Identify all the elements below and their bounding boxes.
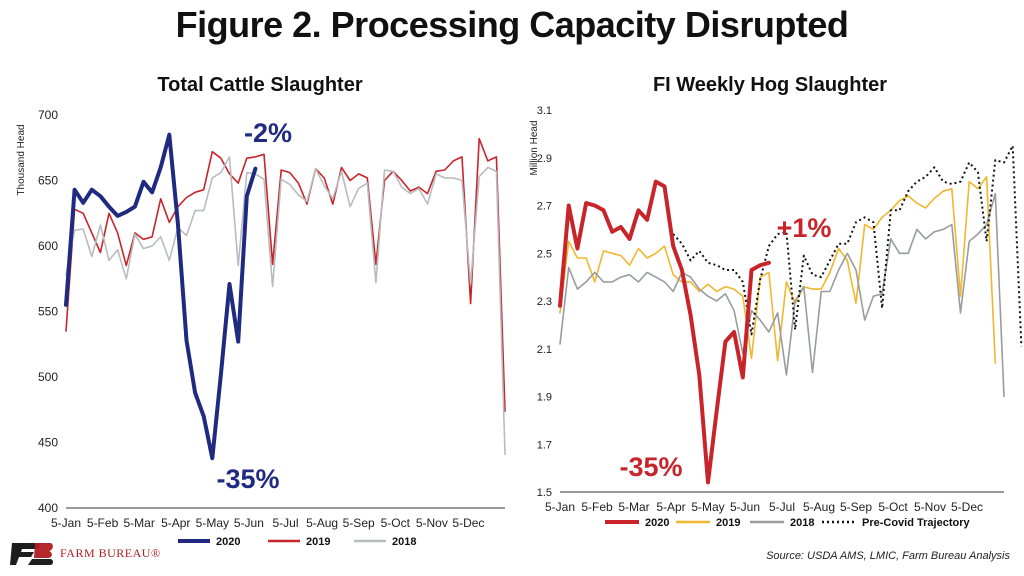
cattle-y-tick-label: 550 [38, 305, 58, 319]
source-note: Source: USDA AMS, LMIC, Farm Bureau Anal… [766, 550, 1010, 562]
hog-y-tick-label: 1.7 [537, 439, 552, 451]
farm-bureau-logo: FARM BUREAU® [10, 538, 161, 568]
cattle-x-tick-label: 5-May [196, 516, 229, 530]
cattle-annotation: -2% [244, 118, 292, 148]
cattle-x-tick-label: 5-Nov [416, 516, 448, 530]
hog-legend-label: 2018 [790, 517, 814, 529]
hog-y-tick-label: 3.1 [537, 105, 552, 117]
hog-x-tick-label: 5-Feb [581, 500, 613, 514]
cattle-series-line-2018 [65, 156, 506, 456]
hog-x-tick-label: 5-Mar [618, 500, 649, 514]
hog-x-tick-label: 5-Apr [656, 500, 685, 514]
hog-y-axis-label: Million Head [529, 120, 540, 175]
farm-bureau-logo-text: FARM BUREAU® [60, 545, 161, 560]
hog-x-tick-label: 5-Sep [840, 500, 872, 514]
cattle-y-tick-label: 500 [38, 370, 58, 384]
cattle-legend-label: 2018 [392, 536, 416, 548]
cattle-series-line-2020 [64, 132, 258, 461]
page-title: Figure 2. Processing Capacity Disrupted [175, 4, 849, 45]
cattle-x-tick-label: 5-Dec [452, 516, 484, 530]
hog-chart-title: FI Weekly Hog Slaughter [652, 74, 888, 96]
hog-x-tick-label: 5-Nov [914, 500, 946, 514]
cattle-y-tick-label: 650 [38, 174, 58, 188]
hog-annotation: +1% [777, 213, 832, 243]
cattle-legend-label: 2019 [306, 536, 330, 548]
hog-legend-label: Pre-Covid Trajectory [862, 517, 970, 529]
cattle-x-tick-label: 5-Apr [161, 516, 190, 530]
hog-x-tick-label: 5-Dec [951, 500, 983, 514]
cattle-x-tick-label: 5-Jul [272, 516, 298, 530]
hog-y-tick-label: 2.5 [537, 248, 552, 260]
cattle-y-tick-label: 700 [38, 108, 58, 122]
hog-y-tick-label: 2.3 [537, 296, 552, 308]
hog-y-tick-label: 2.1 [537, 344, 552, 356]
hog-y-tick-label: 1.9 [537, 392, 552, 404]
hog-x-tick-label: 5-Jul [769, 500, 795, 514]
cattle-series-line-2019 [65, 137, 506, 412]
hog-x-tick-label: 5-Jun [730, 500, 760, 514]
cattle-chart-title: Total Cattle Slaughter [157, 74, 363, 96]
hog-legend-label: 2019 [716, 517, 740, 529]
cattle-y-tick-label: 400 [38, 501, 58, 515]
hog-y-tick-label: 2.9 [537, 153, 552, 165]
hog-x-tick-label: 5-Jan [545, 500, 575, 514]
cattle-x-tick-label: 5-Jan [51, 516, 81, 530]
hog-y-tick-label: 1.5 [537, 487, 552, 499]
cattle-x-tick-label: 5-Mar [123, 516, 154, 530]
hog-series-line-2020 [558, 179, 771, 485]
hog-x-tick-label: 5-May [691, 500, 724, 514]
cattle-x-tick-label: 5-Oct [381, 516, 411, 530]
hog-y-tick-label: 2.7 [537, 201, 552, 213]
cattle-annotation: -35% [216, 464, 279, 494]
hog-series-line-2018 [559, 192, 1005, 398]
cattle-x-tick-label: 5-Aug [306, 516, 338, 530]
hog-legend-label: 2020 [645, 517, 669, 529]
hog-series-line-2019 [559, 176, 997, 364]
cattle-legend-label: 2020 [216, 536, 240, 548]
cattle-y-tick-label: 450 [38, 436, 58, 450]
hog-x-tick-label: 5-Aug [803, 500, 835, 514]
farm-bureau-logo-icon [10, 543, 53, 565]
hog-x-tick-label: 5-Oct [878, 500, 908, 514]
cattle-y-axis-label: Thousand Head [16, 124, 27, 195]
hog-annotation: -35% [619, 452, 682, 482]
cattle-x-tick-label: 5-Jun [234, 516, 264, 530]
cattle-x-tick-label: 5-Feb [87, 516, 119, 530]
cattle-y-tick-label: 600 [38, 239, 58, 253]
cattle-x-tick-label: 5-Sep [343, 516, 375, 530]
